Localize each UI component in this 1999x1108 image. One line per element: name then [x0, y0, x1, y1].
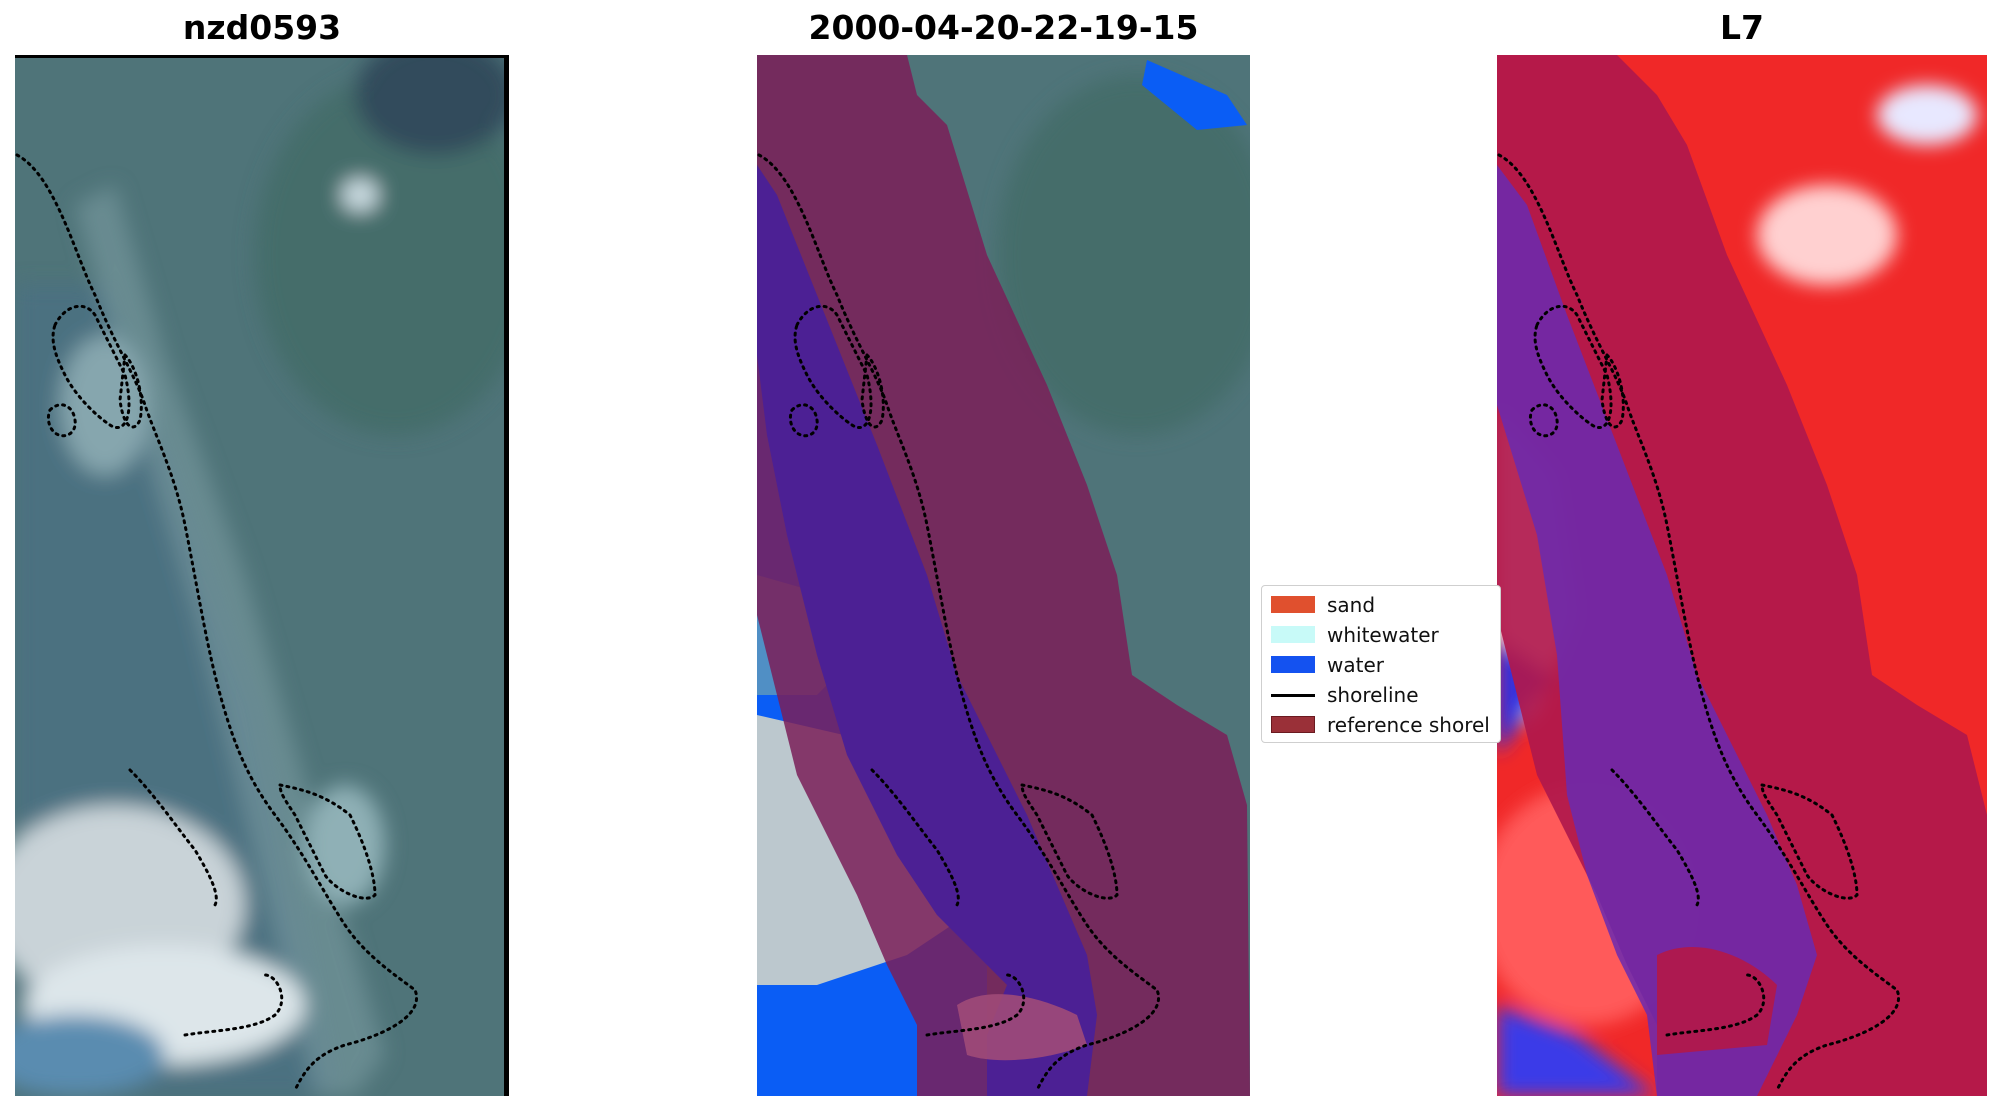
water-overlap-region — [1497, 165, 1817, 1096]
image-border-right — [504, 55, 509, 1096]
whitewater-swatch — [1271, 626, 1315, 643]
legend-label: reference shorel — [1327, 713, 1490, 737]
water-swatch — [1271, 656, 1315, 673]
legend-label: whitewater — [1327, 623, 1439, 647]
rgb-satellite-image — [15, 55, 509, 1096]
classified-image — [757, 55, 1250, 1096]
reference-shoreline-buffer — [757, 55, 1250, 1096]
shoreline-contours — [757, 153, 1161, 1092]
classified-image-svg — [757, 55, 1250, 1096]
image-border-top — [15, 55, 509, 58]
reference-shoreline-swatch — [1271, 716, 1315, 733]
water-class-overlap — [757, 165, 1097, 1096]
panel-title-index: L7 — [1720, 8, 1764, 47]
water-region-top — [1142, 60, 1247, 130]
legend: sand whitewater water shoreline referenc… — [1261, 585, 1501, 743]
shoreline-contours — [1497, 153, 1901, 1092]
legend-label: water — [1327, 653, 1384, 677]
l7-index-svg — [1497, 55, 1987, 1096]
legend-label: shoreline — [1327, 683, 1419, 707]
shoreline-contours — [15, 153, 419, 1092]
rgb-image-svg — [15, 55, 509, 1096]
panel-title-rgb: nzd0593 — [182, 8, 342, 47]
sand-swatch — [1271, 596, 1315, 613]
shoreline-line-swatch — [1271, 694, 1315, 697]
panel-title-classified: 2000-04-20-22-19-15 — [808, 8, 1199, 47]
l7-index-image — [1497, 55, 1987, 1096]
legend-label: sand — [1327, 593, 1376, 617]
